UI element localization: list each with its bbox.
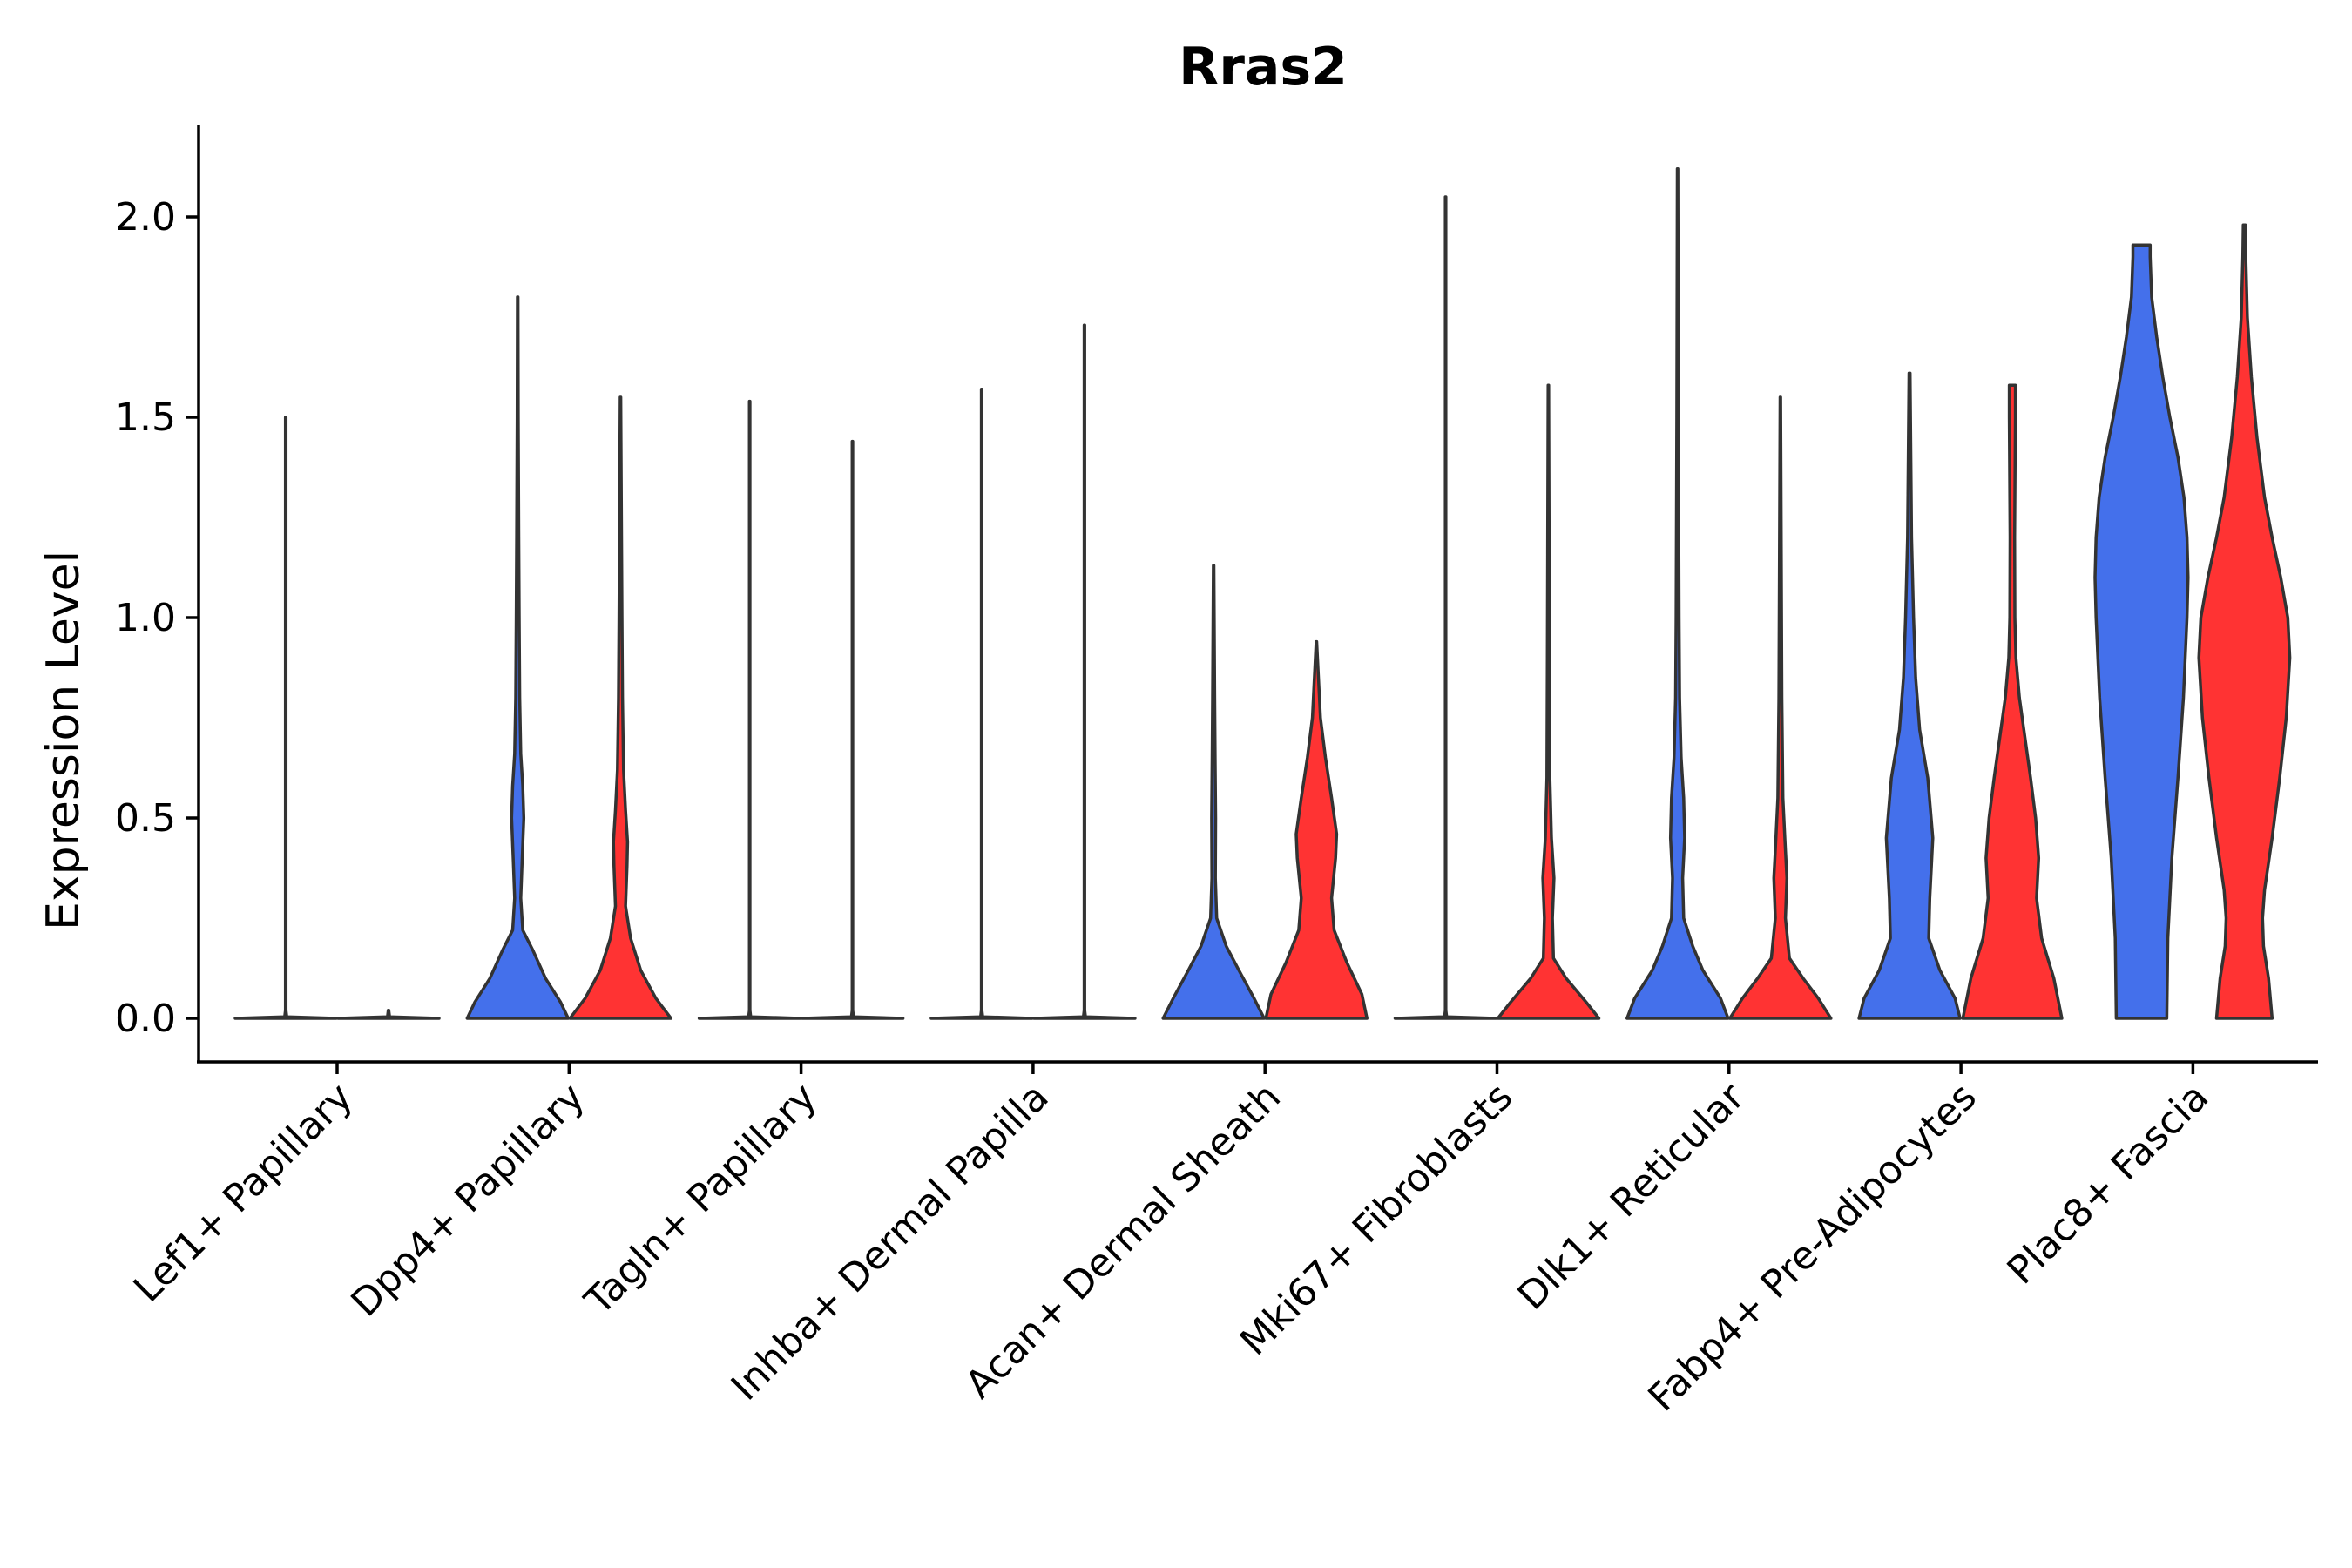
x-tick-label: Dpp4+ Papillary: [342, 1075, 593, 1326]
violin-group1-4: [1161, 564, 1266, 1020]
violin-group1-8: [2093, 243, 2190, 1020]
y-tick-label: 0.0: [115, 997, 176, 1041]
violin-group1-5: [1393, 195, 1498, 1020]
violin-group2-1: [568, 395, 673, 1020]
x-tick-label: Plac8+ Fascia: [1999, 1075, 2218, 1294]
violin-group2-0: [336, 1009, 441, 1020]
violin-group1-1: [465, 295, 571, 1020]
y-tick-label: 2.0: [115, 195, 176, 240]
y-tick-label: 1.0: [115, 596, 176, 640]
violin-group1-7: [1857, 371, 1962, 1020]
x-tick-label: Lef1+ Papillary: [125, 1075, 362, 1311]
violin-group2-6: [1728, 395, 1833, 1020]
y-tick-label: 0.5: [115, 796, 176, 841]
x-tick-label: Tagln+ Papillary: [576, 1075, 825, 1324]
y-tick-label: 1.5: [115, 395, 176, 440]
violin-group1-0: [233, 416, 338, 1020]
violin-group1-2: [697, 399, 802, 1020]
violin-group: [233, 167, 2292, 1020]
y-axis-label: Expression Level: [37, 551, 90, 930]
y-ticks: 0.0 0.5 1.0 1.5 2.0: [115, 195, 199, 1041]
x-tick-label: Dlk1+ Reticular: [1510, 1074, 1754, 1319]
violin-group2-5: [1496, 383, 1601, 1020]
violin-group2-3: [1032, 323, 1137, 1020]
violin-group2-8: [2197, 223, 2292, 1020]
chart-title: Rras2: [1179, 37, 1348, 98]
axes: [197, 125, 2318, 1064]
violin-group1-3: [929, 388, 1034, 1020]
violin-group1-6: [1625, 167, 1730, 1020]
violin-group2-4: [1264, 639, 1369, 1020]
violin-group2-2: [800, 439, 905, 1020]
violin-group2-7: [1961, 383, 2064, 1020]
